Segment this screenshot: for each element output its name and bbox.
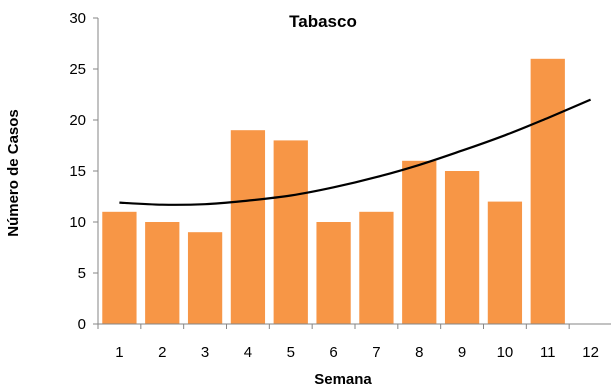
x-tick-label: 1 [115, 344, 123, 361]
bar-week-5 [273, 140, 308, 324]
x-tick-label: 7 [372, 344, 380, 361]
x-tick-label: 2 [158, 344, 166, 361]
axes-group [93, 17, 611, 329]
bar-week-7 [359, 211, 394, 324]
x-tick-label: 6 [329, 344, 337, 361]
bar-week-2 [145, 222, 180, 324]
bar-week-4 [230, 130, 266, 324]
x-tick-label: 11 [540, 344, 556, 361]
x-tick-label: 3 [201, 344, 209, 361]
bar-week-1 [102, 211, 137, 324]
x-tick-label: 9 [458, 344, 466, 361]
trendline [119, 98, 592, 206]
y-tick-label: 10 [69, 214, 86, 231]
bar-week-6 [316, 222, 351, 324]
bar-week-11 [530, 58, 565, 325]
x-axis-title: Semana [314, 371, 372, 388]
bar-week-9 [444, 171, 480, 324]
x-tick-label: 4 [244, 344, 252, 361]
y-tick-label: 20 [69, 112, 86, 129]
y-tick-label: 30 [69, 10, 86, 27]
x-tick-label: 10 [497, 344, 514, 361]
bar-week-8 [402, 160, 437, 324]
x-tick-label: 12 [582, 344, 599, 361]
y-tick-label: 5 [78, 265, 86, 282]
y-axis-title: Número de Casos [5, 109, 22, 237]
y-tick-label: 25 [69, 61, 86, 78]
x-tick-label: 8 [415, 344, 423, 361]
y-tick-label: 0 [78, 316, 86, 333]
x-tick-label: 5 [287, 344, 295, 361]
bar-week-10 [487, 201, 523, 324]
bar-week-3 [187, 232, 223, 324]
chart-title: Tabasco [289, 12, 357, 31]
y-tick-label: 15 [69, 163, 86, 180]
trendline-group [119, 98, 592, 206]
bars-group [102, 58, 565, 325]
